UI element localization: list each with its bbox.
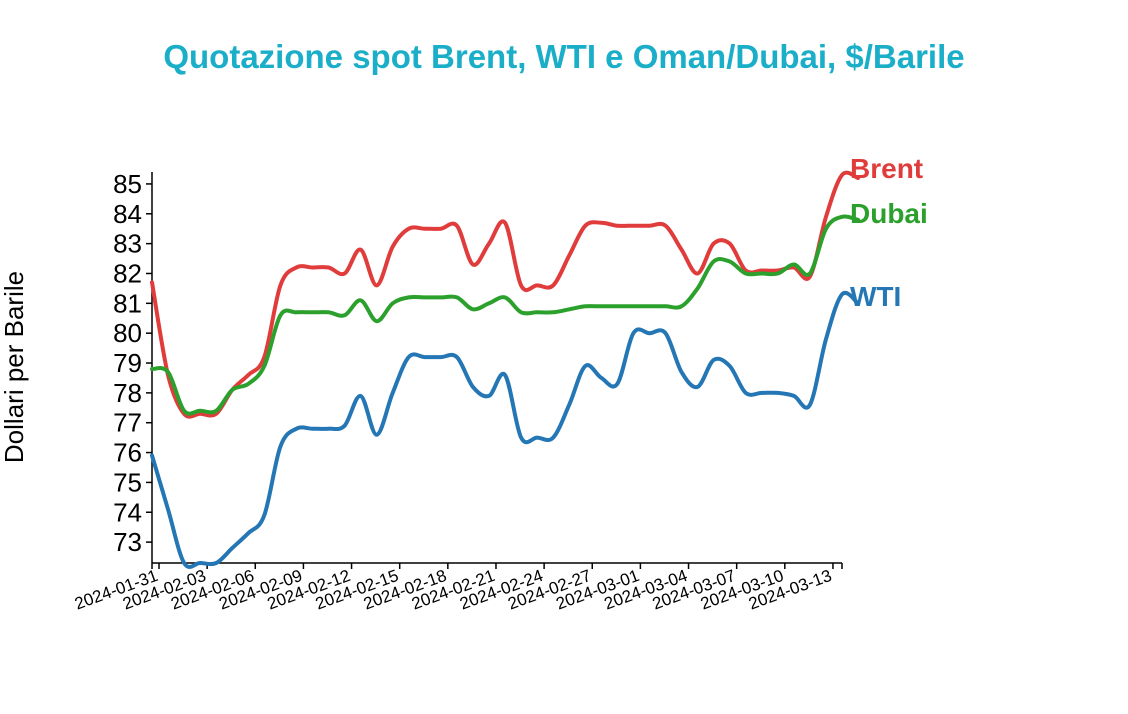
series-label-wti: WTI bbox=[850, 281, 901, 312]
y-tick-label: 83 bbox=[113, 229, 142, 259]
series-label-dubai: Dubai bbox=[850, 198, 928, 229]
y-tick-label: 74 bbox=[113, 497, 142, 527]
series-labels: Brent Dubai WTI bbox=[850, 153, 928, 312]
series-line-dubai bbox=[150, 214, 860, 416]
series-line-wti bbox=[150, 290, 860, 569]
chart-title: Quotazione spot Brent, WTI e Oman/Dubai,… bbox=[163, 38, 965, 75]
y-tick-label: 79 bbox=[113, 348, 142, 378]
y-tick-label: 80 bbox=[113, 318, 142, 348]
series-lines bbox=[150, 170, 860, 569]
y-tick-label: 78 bbox=[113, 378, 142, 408]
y-tick-label: 82 bbox=[113, 258, 142, 288]
series-label-brent: Brent bbox=[850, 153, 923, 184]
y-axis-title: Dollari per Barile bbox=[0, 271, 29, 463]
series-line-brent bbox=[150, 170, 860, 419]
y-tick-label: 77 bbox=[113, 408, 142, 438]
y-tick-label: 73 bbox=[113, 527, 142, 557]
y-tick-label: 75 bbox=[113, 467, 142, 497]
x-axis: 2024-01-312024-02-032024-02-062024-02-09… bbox=[72, 562, 843, 614]
y-tick-label: 76 bbox=[113, 438, 142, 468]
y-tick-label: 85 bbox=[113, 169, 142, 199]
y-tick-label: 81 bbox=[113, 288, 142, 318]
y-tick-label: 84 bbox=[113, 199, 142, 229]
